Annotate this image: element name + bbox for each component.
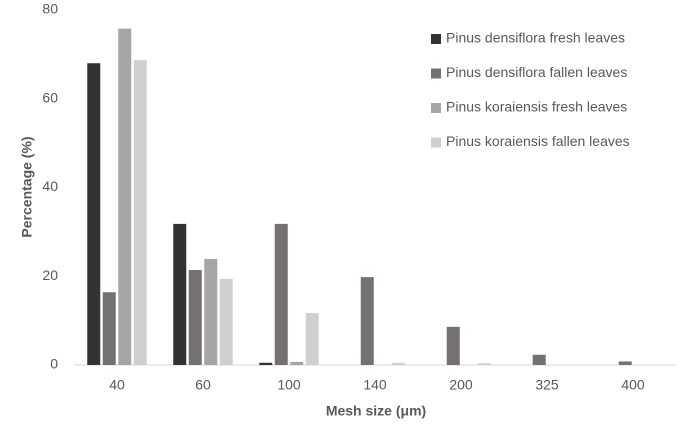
bar: [219, 278, 233, 365]
legend-swatch: [431, 103, 441, 113]
bar: [188, 270, 202, 365]
y-tick-label: 20: [42, 267, 58, 283]
legend-swatch: [431, 137, 441, 148]
legend-swatch: [431, 34, 441, 44]
x-tick-label: 60: [195, 377, 211, 393]
bar: [133, 60, 147, 366]
x-tick-label: 140: [363, 377, 387, 393]
x-tick-label: 400: [621, 377, 645, 393]
bar: [618, 361, 632, 365]
bar: [173, 223, 187, 365]
x-tick-label: 200: [449, 377, 473, 393]
bar: [391, 362, 405, 365]
bar: [87, 63, 101, 365]
bar: [102, 292, 116, 365]
bar: [305, 313, 319, 365]
legend-swatch: [431, 68, 441, 79]
legend-label: Pinus densiflora fresh leaves: [446, 30, 625, 46]
bar: [204, 258, 218, 365]
y-tick-label: 40: [42, 178, 58, 194]
legend-label: Pinus densiflora fallen leaves: [446, 64, 627, 80]
x-tick-label: 40: [109, 377, 125, 393]
y-tick-label: 0: [50, 356, 58, 372]
legend-label: Pinus koraiensis fresh leaves: [446, 99, 627, 115]
bar: [259, 362, 273, 365]
y-tick-label: 80: [42, 1, 58, 17]
bar: [290, 361, 304, 365]
bar: [532, 354, 546, 365]
bar: [477, 363, 491, 365]
y-axis-title: Percentage (%): [19, 136, 35, 237]
bar: [118, 28, 132, 365]
x-axis-title: Mesh size (μm): [326, 403, 426, 419]
bar: [360, 277, 374, 365]
x-tick-label: 325: [535, 377, 559, 393]
x-tick-label: 100: [277, 377, 301, 393]
bar: [274, 223, 288, 365]
y-tick-label: 60: [42, 89, 58, 105]
bar: [446, 326, 460, 365]
legend-label: Pinus koraiensis fallen leaves: [446, 133, 630, 149]
